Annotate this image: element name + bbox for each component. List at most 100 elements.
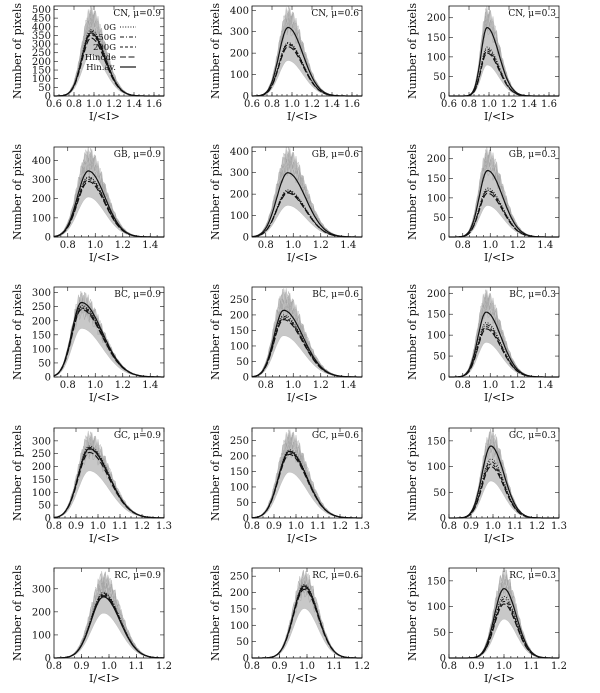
y-tick-label: 200	[230, 451, 249, 462]
x-axis-title: I/<I>	[287, 110, 318, 123]
plot-frame	[448, 286, 560, 378]
legend-label: 50G	[98, 33, 116, 43]
x-tick-label: 1.1	[310, 521, 326, 532]
panel-label: RC, μ=0.3	[509, 571, 556, 581]
x-axis-title: I/<I>	[484, 532, 515, 545]
x-tick-label: 1.0	[485, 521, 501, 532]
x-tick-label: 1.2	[354, 661, 370, 672]
y-tick-label: 250	[32, 449, 51, 460]
y-tick-label: 100	[427, 602, 446, 613]
y-tick-label: 450	[32, 14, 51, 25]
y-tick-label: 100	[427, 462, 446, 473]
x-tick-label: 1.2	[313, 380, 329, 391]
x-tick-label: 0.8	[441, 661, 457, 672]
x-tick-label: 1.4	[142, 240, 158, 251]
y-tick-label: 100	[230, 482, 249, 493]
x-axis-title: I/<I>	[484, 110, 515, 123]
y-tick-label: 50	[433, 72, 446, 83]
x-axis-title: I/<I>	[484, 251, 515, 264]
y-tick-label: 100	[230, 211, 249, 222]
y-tick-label: 200	[427, 13, 446, 24]
y-tick-label: 150	[32, 330, 51, 341]
y-tick-label: 300	[32, 40, 51, 51]
y-tick-label: 150	[230, 604, 249, 615]
panel-rc-mu03: 0.8 0.9 1.0 1.1 1.2 0 50 100 150 I/<I> Number of p…	[406, 565, 567, 685]
y-tick-label: 150	[427, 310, 446, 321]
plot-frame	[251, 5, 363, 97]
y-tick-label: 50	[38, 83, 51, 94]
y-tick-label: 0	[243, 654, 249, 665]
y-axis-title: Number of pixels	[11, 284, 24, 380]
y-axis-title: Number of pixels	[11, 3, 24, 99]
panel-label: RC, μ=0.9	[114, 571, 161, 581]
y-axis-title: Number of pixels	[11, 425, 24, 521]
x-tick-label: 1.2	[510, 380, 526, 391]
x-tick-label: 1.2	[501, 99, 517, 110]
y-axis-title: Number of pixels	[406, 144, 419, 240]
x-tick-label: 1.2	[332, 521, 348, 532]
y-tick-label: 250	[230, 295, 249, 306]
x-tick-label: 1.4	[340, 240, 356, 251]
x-tick-label: 1.0	[288, 521, 304, 532]
y-tick-label: 150	[230, 326, 249, 337]
panel-cn-mu06: 0.6 0.8 1.0 1.2 1.4 1.6 0 100 200 300 400 I/<I> Numb…	[209, 3, 363, 123]
panel-label: GC, μ=0.6	[312, 431, 359, 441]
y-tick-label: 100	[427, 193, 446, 204]
x-tick-label: 1.0	[481, 99, 497, 110]
y-axis-title: Number of pixels	[406, 3, 419, 99]
x-tick-label: 1.4	[142, 380, 158, 391]
x-tick-label: 0.8	[455, 380, 471, 391]
x-axis-title: I/<I>	[89, 672, 120, 685]
panel-cn-mu09: 0.6 0.8 1.0 1.2 1.4 1.60501001502002503003504…	[11, 3, 165, 123]
y-tick-label: 250	[230, 572, 249, 583]
panel-label: BC, μ=0.6	[312, 290, 359, 300]
y-tick-label: 200	[427, 154, 446, 165]
x-tick-label: 1.2	[510, 240, 526, 251]
individual-profile	[449, 289, 559, 378]
x-tick-label: 1.1	[129, 661, 145, 672]
y-tick-label: 0	[45, 514, 51, 525]
x-tick-label: 0.8	[244, 661, 260, 672]
x-axis-title: I/<I>	[89, 391, 120, 404]
x-tick-label: 1.0	[87, 240, 103, 251]
x-tick-label: 1.3	[551, 521, 567, 532]
y-tick-label: 100	[32, 213, 51, 224]
panel-label: CN, μ=0.3	[508, 9, 556, 19]
y-tick-label: 0	[45, 654, 51, 665]
series-0g	[449, 322, 559, 378]
y-tick-label: 50	[236, 637, 249, 648]
x-tick-label: 0.9	[469, 661, 485, 672]
individual-profile	[252, 6, 362, 97]
x-tick-label: 0.6	[441, 99, 457, 110]
y-tick-label: 200	[427, 289, 446, 300]
x-tick-label: 0.8	[46, 521, 62, 532]
x-tick-label: 1.4	[537, 380, 553, 391]
x-tick-label: 0.8	[441, 521, 457, 532]
y-tick-label: 100	[32, 488, 51, 499]
x-tick-label: 0.9	[68, 521, 84, 532]
individual-profile	[449, 26, 559, 97]
y-tick-label: 300	[32, 288, 51, 299]
individual-profile	[449, 22, 559, 97]
y-tick-label: 150	[32, 475, 51, 486]
y-tick-label: 50	[236, 357, 249, 368]
y-tick-label: 200	[32, 316, 51, 327]
series-hinav	[251, 309, 362, 378]
x-tick-label: 0.8	[46, 661, 62, 672]
y-tick-label: 400	[32, 22, 51, 33]
panel-gc-mu09: 0.8 0.9 1.0 1.1 1.2 1.3 0 50 100 150 200 250 300 I/<I…	[11, 425, 172, 545]
series-hinav	[251, 450, 362, 519]
panel-cn-mu03: 0.6 0.8 1.0 1.2 1.4 1.6 0 50 100 150 200 I/<I> Numbe…	[406, 3, 560, 123]
x-tick-label: 0.8	[461, 99, 477, 110]
x-tick-label: 0.8	[258, 240, 274, 251]
y-tick-label: 200	[32, 607, 51, 618]
panel-gb-mu09: 0.8 1.0 1.2 1.4 0 100 200 300 400 I/<I> Number of …	[11, 144, 165, 264]
y-tick-label: 0	[440, 654, 446, 665]
x-tick-label: 0.9	[74, 661, 90, 672]
y-axis-title: Number of pixels	[11, 565, 24, 661]
x-axis-title: I/<I>	[287, 532, 318, 545]
x-tick-label: 1.2	[115, 240, 131, 251]
x-tick-label: 0.6	[46, 99, 62, 110]
